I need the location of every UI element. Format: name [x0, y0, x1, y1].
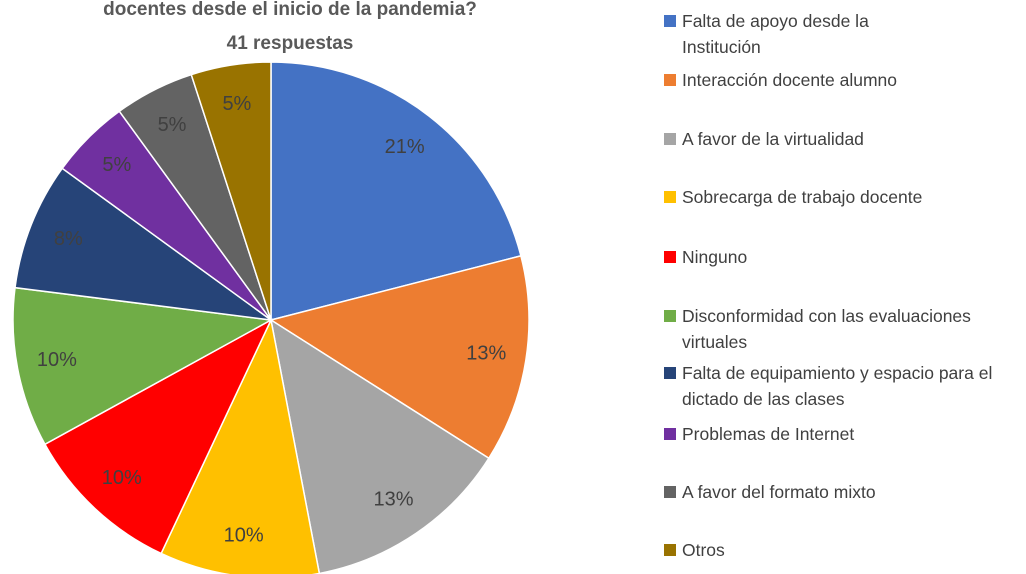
legend-item: Interacción docente alumno — [664, 67, 1022, 93]
data-label: 8% — [54, 228, 83, 250]
data-label: 13% — [374, 489, 414, 511]
legend-swatch — [664, 251, 676, 263]
legend-item: Ninguno — [664, 244, 1022, 270]
legend-item: Falta de equipamiento y espacio para el … — [664, 360, 1012, 412]
legend-item: Falta de apoyo desde la Institución — [664, 8, 912, 60]
chart-title: docentes desde el inicio de la pandemia? — [103, 0, 477, 20]
legend-label: Otros — [682, 540, 725, 560]
legend-swatch — [664, 310, 676, 322]
legend-label: Falta de apoyo desde la Institución — [682, 11, 869, 57]
legend-label: Problemas de Internet — [682, 424, 855, 444]
data-label: 10% — [102, 467, 142, 489]
legend-item: Otros — [664, 537, 1022, 563]
pie-slice — [43, 318, 273, 555]
legend-item: Sobrecarga de trabajo docente — [664, 184, 1022, 210]
pie-slice — [160, 317, 321, 574]
data-label: 13% — [466, 342, 506, 364]
legend-item: Problemas de Internet — [664, 421, 1022, 447]
legend-item: A favor del formato mixto — [664, 479, 1022, 505]
pie-slice — [190, 61, 272, 321]
legend-label: A favor de la virtualidad — [682, 129, 864, 149]
pie-slice — [269, 318, 490, 574]
data-label: 5% — [222, 93, 251, 115]
chart-subtitle: 41 respuestas — [227, 33, 354, 54]
legend-swatch — [664, 133, 676, 145]
legend-swatch — [664, 367, 676, 379]
legend-label: Sobrecarga de trabajo docente — [682, 187, 923, 207]
data-label: 5% — [158, 114, 187, 136]
pie-slice — [14, 167, 272, 321]
pie-slice — [269, 254, 530, 460]
legend-swatch — [664, 15, 676, 27]
legend-label: Falta de equipamiento y espacio para el … — [682, 363, 993, 409]
data-label: 10% — [37, 349, 77, 371]
legend-swatch — [664, 74, 676, 86]
data-label: 10% — [224, 525, 264, 547]
legend-label: A favor del formato mixto — [682, 482, 876, 502]
legend-item: A favor de la virtualidad — [664, 126, 1022, 152]
pie-slice — [270, 61, 522, 321]
legend-label: Ninguno — [682, 247, 748, 267]
legend-swatch — [664, 191, 676, 203]
legend-swatch — [664, 544, 676, 556]
legend-label: Disconformidad con las evaluaciones virt… — [682, 306, 971, 352]
legend-swatch — [664, 428, 676, 440]
legend-item: Disconformidad con las evaluaciones virt… — [664, 303, 982, 355]
pie-slice — [12, 286, 274, 446]
data-label: 21% — [385, 136, 425, 158]
legend-swatch — [664, 486, 676, 498]
data-label: 5% — [102, 154, 131, 176]
legend-label: Interacción docente alumno — [682, 70, 897, 90]
